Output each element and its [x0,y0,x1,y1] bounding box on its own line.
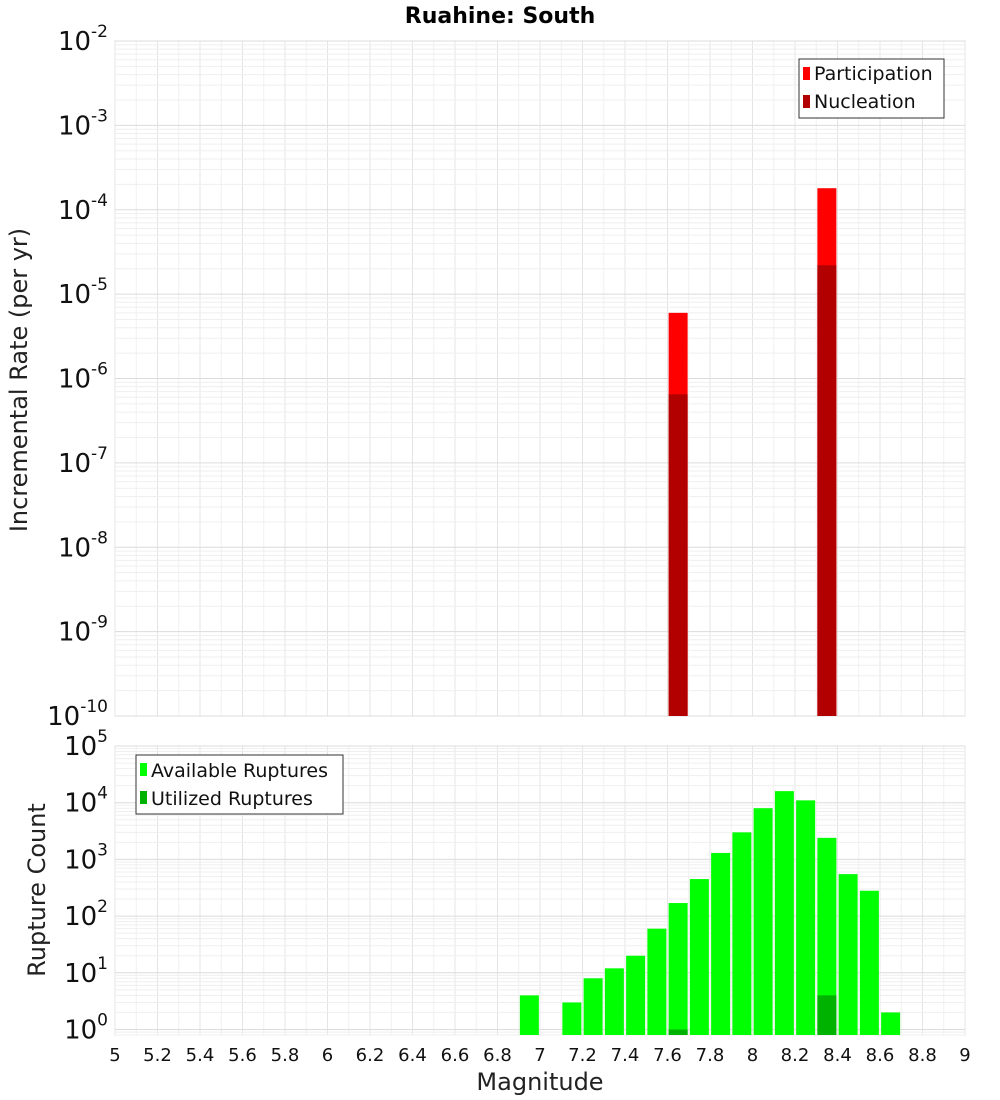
count-legend-box [135,754,344,815]
count-bar-primary [711,852,731,1035]
legend-swatch-nucleation [803,95,810,108]
count-bar-primary [668,903,688,1035]
rate-legend-box [798,58,945,119]
x-tick-label: 5.4 [186,1045,215,1066]
legend-swatch-participation [803,67,810,80]
count-y-tick-label: 100 [64,1011,108,1046]
x-tick-label: 7 [534,1045,545,1066]
rate-y-tick-label: 10-10 [47,697,108,732]
count-bar-primary [562,1002,582,1035]
count-bar-primary [881,1012,901,1035]
rate-y-axis-label: Incremental Rate (per yr) [5,228,33,532]
x-tick-label: 7.4 [611,1045,640,1066]
count-y-axis-label: Rupture Count [23,803,51,977]
legend-swatch-utilized [140,791,147,804]
legend-swatch-available [140,763,147,776]
legend-label-utilized: Utilized Ruptures [151,788,313,810]
x-tick-label: 8.4 [823,1045,852,1066]
rate-bars [668,188,837,717]
legend-label-nucleation: Nucleation [814,91,916,113]
count-bar-primary [689,879,709,1035]
count-bar-secondary [668,1029,688,1035]
x-tick-label: 8.8 [908,1045,937,1066]
x-tick-label: 6.6 [441,1045,470,1066]
count-bar-primary [583,978,603,1035]
count-bar-primary [817,837,837,1035]
rate-y-tick-label: 10-5 [58,275,108,310]
count-bar-primary [796,800,816,1035]
count-bars [519,791,901,1035]
count-y-tick-label: 103 [64,840,108,875]
rate-y-tick-label: 10-6 [58,360,108,395]
count-y-tick-label: 105 [64,727,108,762]
count-x-ticks: 5 5.2 5.4 5.6 5.8 6 6.2 6.4 6.6 6.8 7 7.2 7.4 7.6 7.8 8… [109,1045,970,1066]
x-tick-label: 9 [959,1045,970,1066]
legend-label-participation: Participation [814,63,933,85]
rate-bar-secondary [668,394,688,716]
x-tick-label: 6 [322,1045,333,1066]
x-tick-label: 8 [747,1045,758,1066]
count-y-tick-label: 104 [64,784,108,819]
count-bar-primary [753,808,773,1035]
rate-y-tick-label: 10-9 [58,613,108,648]
count-y-tick-label: 101 [64,954,108,989]
rate-panel: Ruahine: South 10-10 10-9 10-8 10-7 10-6 10-5… [5,4,966,732]
count-bar-primary [519,995,539,1035]
count-bar-primary [774,791,794,1035]
rate-y-tick-label: 10-8 [58,528,108,563]
rate-y-tick-label: 10-4 [58,191,108,226]
x-tick-label: 8.2 [781,1045,810,1066]
x-tick-label: 7.6 [653,1045,682,1066]
count-legend: Available Ruptures Utilized Ruptures [135,754,344,815]
rate-y-ticks: 10-10 10-9 10-8 10-7 10-6 10-5 10-4 10-3 10-2 [47,22,108,732]
x-tick-label: 6.2 [356,1045,385,1066]
chart-title: Ruahine: South [405,4,596,29]
count-bar-primary [838,874,858,1035]
count-bar-primary [859,890,879,1035]
count-panel: 100 101 102 103 104 105 5 5.2 5.4 5.6 5.8 6 6.2 6.4 6… [23,727,971,1096]
count-bar-primary [626,955,646,1035]
count-bar-primary [732,832,752,1035]
count-y-tick-label: 102 [64,897,108,932]
x-tick-label: 7.2 [568,1045,597,1066]
x-tick-label: 5.8 [271,1045,300,1066]
count-bar-secondary [817,995,837,1035]
legend-label-available: Available Ruptures [151,760,328,782]
count-y-ticks: 100 101 102 103 104 105 [64,727,108,1046]
rate-y-tick-label: 10-3 [58,106,108,141]
x-tick-label: 6.4 [398,1045,427,1066]
x-tick-label: 8.6 [866,1045,895,1066]
x-tick-label: 5.2 [143,1045,172,1066]
count-bar-primary [647,928,667,1035]
x-tick-label: 7.8 [696,1045,725,1066]
rate-y-tick-label: 10-2 [58,22,108,57]
rate-y-tick-label: 10-7 [58,444,108,479]
x-tick-label: 6.8 [483,1045,512,1066]
rate-bar-secondary [817,265,837,716]
x-tick-label: 5.6 [228,1045,257,1066]
count-bar-primary [604,968,624,1035]
rate-grid [114,40,966,717]
x-axis-label: Magnitude [476,1068,603,1096]
x-tick-label: 5 [109,1045,120,1066]
rate-legend: Participation Nucleation [798,58,945,119]
